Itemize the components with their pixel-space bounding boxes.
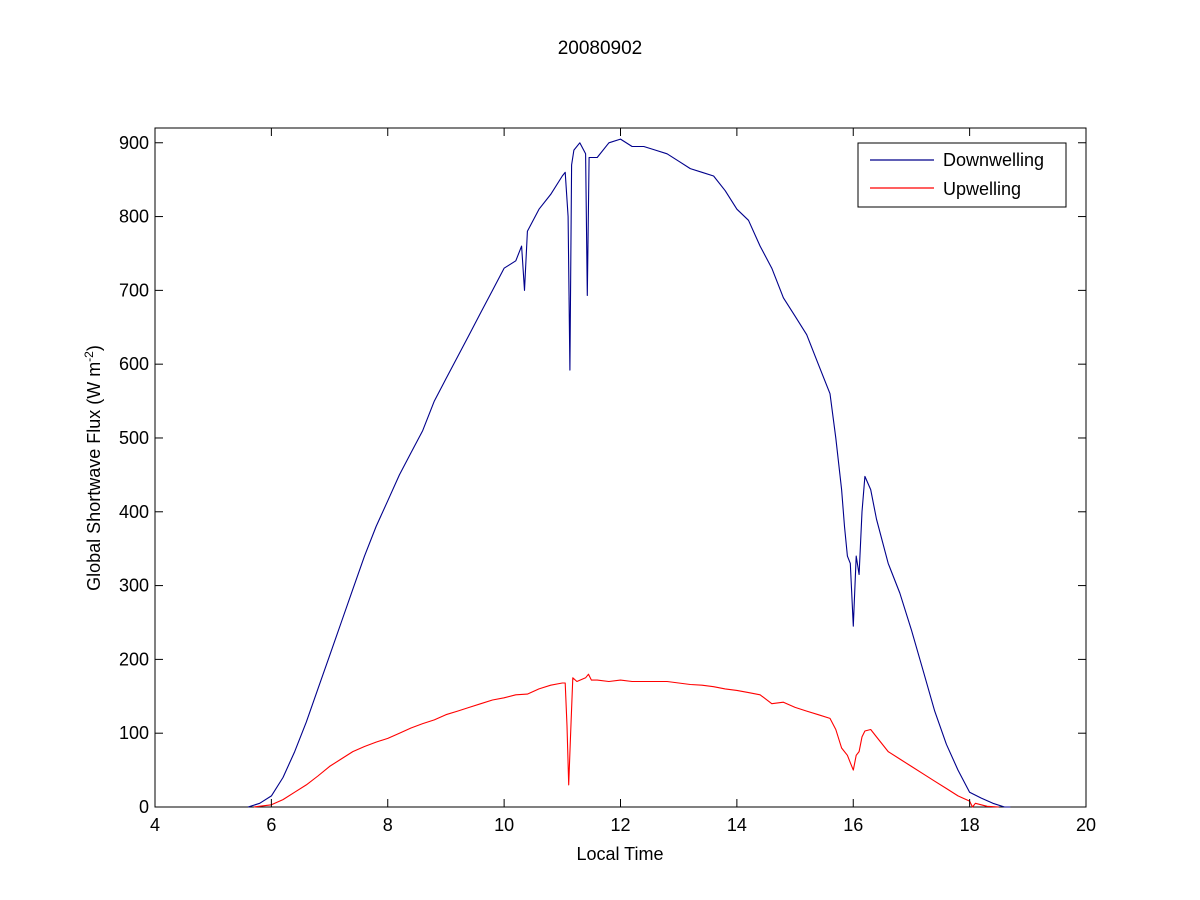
y-axis-label-main: Global Shortwave Flux (W m [84,362,104,591]
y-tick-label: 700 [119,280,149,300]
y-tick-label: 100 [119,723,149,743]
x-tick-label: 4 [150,815,160,835]
y-axis-label: Global Shortwave Flux (W m-2) [82,345,104,591]
x-tick-label: 8 [383,815,393,835]
x-tick-label: 6 [266,815,276,835]
x-axis-ticks: 4 6 8 10 12 14 16 18 20 [150,128,1096,835]
y-axis-label-superscript: -2 [82,351,96,362]
y-tick-label: 800 [119,207,149,227]
x-tick-label: 14 [727,815,747,835]
plot-area [154,127,1087,808]
y-tick-label: 300 [119,576,149,596]
legend: Downwelling Upwelling [857,142,1067,208]
x-tick-label: 12 [610,815,630,835]
legend-box [857,142,1067,208]
y-axis-label-close: ) [84,345,104,351]
y-axis-ticks: 0 100 200 300 400 500 600 700 800 900 [119,133,1086,817]
y-tick-label: 600 [119,354,149,374]
y-tick-label: 200 [119,649,149,669]
y-tick-label: 900 [119,133,149,153]
x-axis-label: Local Time [576,844,663,864]
x-tick-label: 16 [843,815,863,835]
chart-title: 20080902 [558,38,643,59]
series-line-upwelling [253,673,999,808]
legend-label-upwelling: Upwelling [943,179,1021,199]
legend-label-downwelling: Downwelling [943,150,1044,170]
series-line-downwelling [247,138,1011,808]
x-tick-label: 18 [960,815,980,835]
y-tick-label: 500 [119,428,149,448]
x-tick-label: 20 [1076,815,1096,835]
y-tick-label: 0 [139,797,149,817]
x-tick-label: 10 [494,815,514,835]
y-tick-label: 400 [119,502,149,522]
series-layer [247,138,1011,808]
